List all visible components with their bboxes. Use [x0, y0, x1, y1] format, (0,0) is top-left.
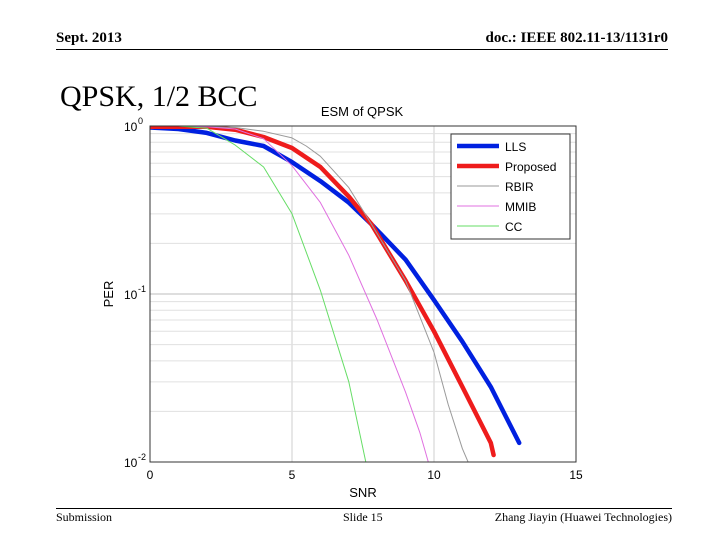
legend-label: LLS	[505, 140, 526, 154]
legend-label: MMIB	[505, 200, 536, 214]
x-axis-label: SNR	[349, 485, 376, 500]
header-date: Sept. 2013	[56, 30, 122, 46]
y-tick-label: 10	[124, 288, 138, 302]
y-tick-label: 10	[124, 456, 138, 470]
header-doc-id: doc.: IEEE 802.11-13/1131r0	[485, 30, 668, 46]
y-axis-label: PER	[101, 281, 116, 308]
legend-label: RBIR	[505, 180, 534, 194]
x-tick-label: 10	[427, 468, 441, 482]
x-tick-label: 5	[289, 468, 296, 482]
slide-title: QPSK, 1/2 BCC	[60, 80, 258, 113]
footer-divider	[56, 508, 672, 509]
footer-slide-number: Slide 15	[343, 510, 383, 524]
chart-legend: LLS Proposed RBIR MMIB CC	[450, 133, 571, 240]
y-tick-exponent: -1	[138, 284, 146, 294]
y-tick-label: 10	[124, 120, 138, 134]
plot-frame	[149, 125, 577, 463]
series-line-proposed	[150, 126, 496, 458]
series-line-cc	[150, 126, 367, 462]
footer-author: Zhang Jiayin (Huawei Technologies)	[494, 510, 672, 524]
series-line-lls	[150, 126, 522, 446]
legend-label: CC	[505, 220, 523, 234]
x-tick-label: 0	[147, 468, 154, 482]
x-tick-label: 15	[569, 468, 583, 482]
y-tick-exponent: 0	[138, 116, 143, 126]
y-tick-exponent: -2	[138, 452, 146, 462]
chart-series	[150, 126, 522, 462]
legend-label: Proposed	[505, 160, 556, 174]
header-divider	[56, 49, 668, 50]
footer-submission: Submission	[56, 510, 113, 524]
chart-title: ESM of QPSK	[321, 104, 404, 119]
series-line-mmib	[150, 126, 429, 462]
